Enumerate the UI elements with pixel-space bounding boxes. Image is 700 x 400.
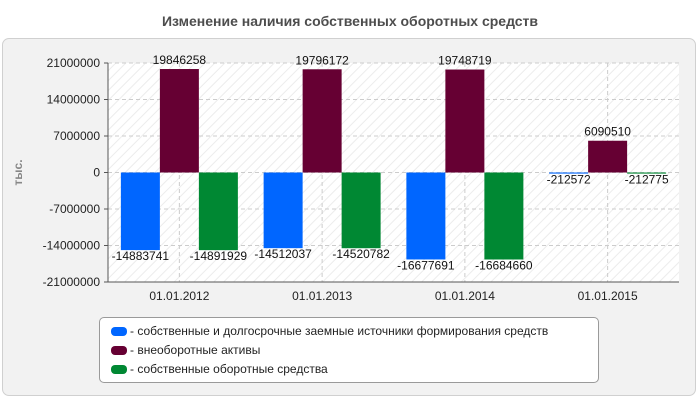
legend-swatch	[111, 365, 127, 374]
data-label: -212775	[625, 173, 669, 187]
data-label: -14520782	[332, 247, 390, 261]
data-label: 19846258	[153, 53, 207, 67]
legend-item: - собственные и долгосрочные заемные ист…	[111, 323, 548, 339]
chart-title: Изменение наличия собственных оборотных …	[161, 13, 539, 29]
y-tick-label: 7000000	[53, 129, 100, 143]
legend-label: - внеоборотные активы	[130, 343, 261, 357]
x-tick-label: 01.01.2013	[292, 289, 352, 303]
bar	[263, 172, 303, 249]
data-label: -16677691	[397, 258, 455, 272]
data-label: -14891929	[190, 249, 248, 263]
legend-item: - внеоборотные активы	[111, 342, 260, 358]
data-label: -14512037	[254, 247, 312, 261]
data-label: -16684660	[475, 258, 533, 272]
x-tick-label: 01.01.2015	[578, 289, 638, 303]
bar	[406, 172, 446, 260]
y-tick-label: -14000000	[43, 239, 101, 253]
y-tick-label: -21000000	[43, 275, 101, 289]
data-label: 19748719	[438, 54, 492, 68]
x-tick-label: 01.01.2012	[149, 289, 209, 303]
bar	[159, 69, 199, 173]
data-label: -212572	[547, 173, 591, 187]
chart-legend: - собственные и долгосрочные заемные ист…	[99, 317, 599, 383]
y-tick-label: 0	[93, 166, 100, 180]
bar	[484, 172, 524, 260]
y-axis-label: тыс.	[11, 159, 25, 185]
legend-label: - собственные оборотные средства	[130, 362, 328, 376]
bar	[198, 172, 238, 251]
y-tick-label: -7000000	[49, 202, 100, 216]
data-label: 19796172	[295, 53, 349, 67]
legend-swatch	[111, 327, 127, 336]
legend-item: - собственные оборотные средства	[111, 361, 328, 377]
bar	[445, 69, 485, 173]
bar	[588, 140, 628, 173]
legend-label: - собственные и долгосрочные заемные ист…	[130, 324, 549, 338]
y-tick-label: 14000000	[47, 93, 101, 107]
bar	[120, 172, 160, 251]
bar	[549, 172, 589, 174]
bar	[302, 69, 342, 173]
data-label: -14883741	[112, 249, 170, 263]
data-label: 6090510	[584, 125, 631, 139]
bar	[341, 172, 381, 249]
legend-swatch	[111, 346, 127, 355]
y-tick-label: 21000000	[47, 56, 101, 70]
x-tick-label: 01.01.2014	[435, 289, 495, 303]
bar	[627, 172, 667, 174]
